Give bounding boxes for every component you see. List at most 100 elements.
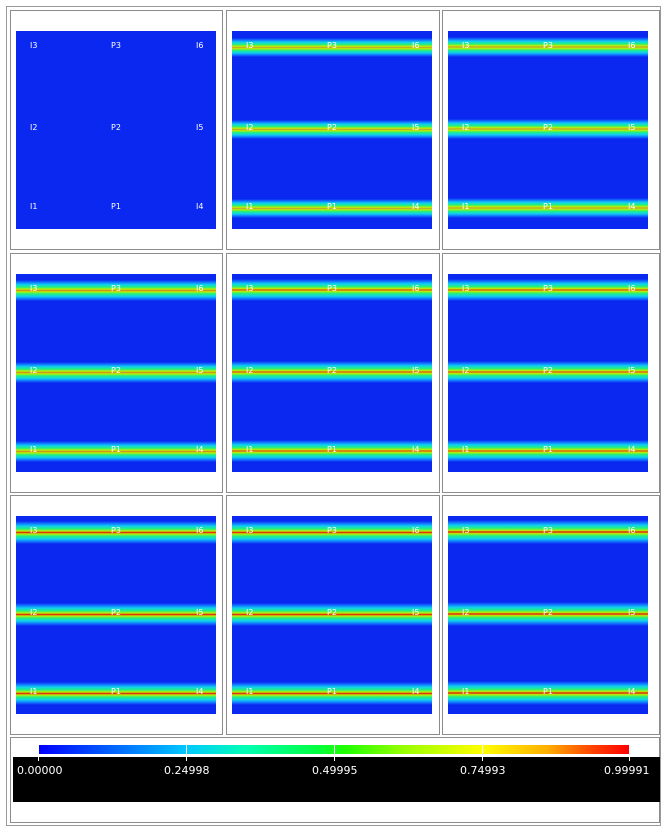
point-label-bot-1: I1 [30, 445, 38, 454]
band-top [232, 520, 432, 544]
panel-cell-8: I3 P3 I6 I2 P2 I5 I1 P1 I4 [226, 495, 440, 735]
point-label-top-3: I6 [628, 526, 636, 535]
band-top [448, 279, 648, 301]
point-label-bot-3: I4 [196, 445, 204, 454]
point-label-top-2: P3 [111, 526, 121, 535]
point-label-bot-3: I4 [628, 687, 636, 696]
band-mid [232, 361, 432, 383]
point-label-top-1: I3 [30, 526, 38, 535]
point-label-top-1: I3 [246, 284, 254, 293]
point-label-mid-2: P2 [543, 123, 553, 132]
point-label-bot-2: P1 [327, 202, 337, 211]
panel-cell-2: I3 P3 I6 I2 P2 I5 I1 P1 I4 [226, 10, 440, 250]
point-label-top-1: I3 [30, 284, 38, 293]
panel-cell-5: I3 P3 I6 I2 P2 I5 I1 P1 I4 [226, 253, 440, 493]
contour-panel-1: I3 P3 I6 I2 P2 I5 I1 P1 I4 [16, 31, 216, 229]
point-label-top-2: P3 [111, 41, 121, 50]
point-label-mid-2: P2 [327, 608, 337, 617]
panel-cell-4: I3 P3 I6 I2 P2 I5 I1 P1 I4 [10, 253, 223, 493]
point-label-top-2: P3 [327, 41, 337, 50]
panel-cell-7: I3 P3 I6 I2 P2 I5 I1 P1 I4 [10, 495, 223, 735]
contour-panel-9: I3 P3 I6 I2 P2 I5 I1 P1 I4 [448, 516, 648, 714]
colorbar-label-min: 0.00000 [17, 764, 63, 777]
colorbar-label-1: 0.24998 [164, 764, 210, 777]
colorbar-label-2: 0.49995 [312, 764, 358, 777]
point-label-mid-3: I5 [628, 123, 636, 132]
point-label-bot-1: I1 [30, 202, 38, 211]
point-label-mid-1: I2 [30, 123, 38, 132]
band-bot [232, 681, 432, 705]
band-bot [16, 681, 216, 705]
point-label-mid-2: P2 [543, 608, 553, 617]
band-mid [232, 602, 432, 626]
point-label-top-3: I6 [412, 41, 420, 50]
point-label-bot-3: I4 [628, 202, 636, 211]
band-mid [448, 119, 648, 139]
point-label-mid-3: I5 [412, 366, 420, 375]
band-top [448, 520, 648, 544]
point-label-bot-2: P1 [111, 687, 121, 696]
panel-cell-6: I3 P3 I6 I2 P2 I5 I1 P1 I4 [442, 253, 660, 493]
point-label-top-1: I3 [462, 41, 470, 50]
point-label-bot-1: I1 [462, 445, 470, 454]
point-label-top-1: I3 [246, 41, 254, 50]
point-label-mid-3: I5 [196, 366, 204, 375]
point-label-top-1: I3 [30, 41, 38, 50]
band-bot [232, 198, 432, 218]
point-label-top-3: I6 [196, 526, 204, 535]
band-top [232, 37, 432, 57]
point-label-bot-3: I4 [196, 687, 204, 696]
point-label-top-1: I3 [462, 284, 470, 293]
point-label-top-3: I6 [412, 284, 420, 293]
point-label-bot-1: I1 [246, 687, 254, 696]
band-top [232, 279, 432, 301]
point-label-top-3: I6 [196, 284, 204, 293]
point-label-mid-1: I2 [462, 366, 470, 375]
band-mid [232, 119, 432, 139]
point-label-bot-2: P1 [327, 687, 337, 696]
point-label-mid-2: P2 [327, 366, 337, 375]
point-label-top-3: I6 [628, 41, 636, 50]
colorbar-tick-min [38, 744, 39, 761]
point-label-top-2: P3 [543, 41, 553, 50]
panel-cell-1: I3 P3 I6 I2 P2 I5 I1 P1 I4 [10, 10, 223, 250]
point-label-mid-2: P2 [111, 366, 121, 375]
point-label-mid-1: I2 [30, 366, 38, 375]
contour-panel-5: I3 P3 I6 I2 P2 I5 I1 P1 I4 [232, 274, 432, 472]
point-label-mid-3: I5 [196, 123, 204, 132]
contour-panel-8: I3 P3 I6 I2 P2 I5 I1 P1 I4 [232, 516, 432, 714]
point-label-top-3: I6 [412, 526, 420, 535]
figure-frame [6, 6, 661, 826]
point-label-bot-3: I4 [196, 202, 204, 211]
point-label-top-2: P3 [543, 526, 553, 535]
point-label-bot-2: P1 [111, 202, 121, 211]
point-label-mid-3: I5 [628, 608, 636, 617]
point-label-top-3: I6 [196, 41, 204, 50]
band-mid [16, 361, 216, 383]
point-label-top-2: P3 [543, 284, 553, 293]
point-label-top-2: P3 [327, 284, 337, 293]
contour-panel-2: I3 P3 I6 I2 P2 I5 I1 P1 I4 [232, 31, 432, 229]
point-label-bot-3: I4 [412, 445, 420, 454]
point-label-mid-1: I2 [30, 608, 38, 617]
point-label-mid-3: I5 [412, 608, 420, 617]
band-bot [448, 681, 648, 705]
point-label-bot-2: P1 [327, 445, 337, 454]
point-label-top-2: P3 [327, 526, 337, 535]
point-label-mid-2: P2 [111, 123, 121, 132]
contour-panel-6: I3 P3 I6 I2 P2 I5 I1 P1 I4 [448, 274, 648, 472]
colorbar-tick-max [629, 744, 630, 761]
band-top [448, 37, 648, 57]
band-bot [16, 440, 216, 462]
point-label-mid-3: I5 [628, 366, 636, 375]
point-label-mid-1: I2 [462, 123, 470, 132]
point-label-bot-3: I4 [412, 687, 420, 696]
colorbar-background [13, 757, 660, 802]
point-label-mid-3: I5 [196, 608, 204, 617]
point-label-bot-2: P1 [543, 687, 553, 696]
point-label-mid-1: I2 [246, 366, 254, 375]
point-label-bot-1: I1 [462, 202, 470, 211]
band-bot [232, 440, 432, 462]
point-label-mid-1: I2 [246, 123, 254, 132]
point-label-top-1: I3 [462, 526, 470, 535]
